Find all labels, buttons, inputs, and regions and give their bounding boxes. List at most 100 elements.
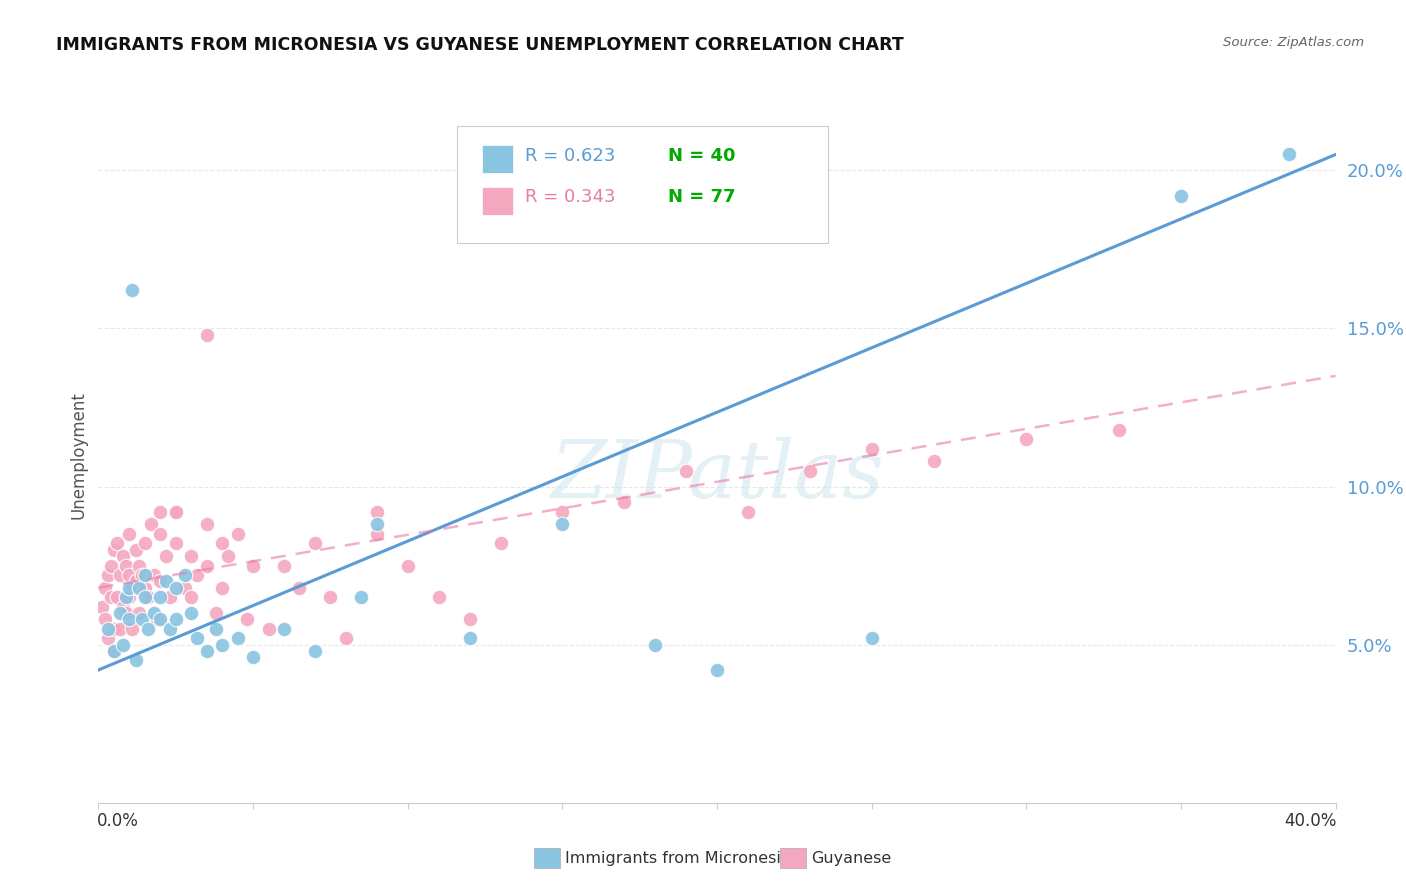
Point xyxy=(551,505,574,519)
Point xyxy=(489,536,512,550)
Point xyxy=(304,644,326,658)
Point xyxy=(211,638,233,652)
Text: 0.0%: 0.0% xyxy=(97,812,139,830)
Point xyxy=(103,644,125,658)
Point xyxy=(226,632,249,646)
Point xyxy=(350,591,373,605)
Text: 40.0%: 40.0% xyxy=(1285,812,1337,830)
Point xyxy=(366,505,388,519)
Point xyxy=(257,622,280,636)
Point xyxy=(236,612,259,626)
Point xyxy=(128,606,150,620)
Point xyxy=(195,558,218,573)
Point xyxy=(1170,188,1192,202)
Point xyxy=(118,581,141,595)
Point xyxy=(273,622,295,636)
Point xyxy=(136,591,159,605)
Point xyxy=(100,591,122,605)
Point xyxy=(273,558,295,573)
Point xyxy=(97,622,120,636)
Point xyxy=(149,612,172,626)
Point xyxy=(93,612,115,626)
Point xyxy=(165,505,187,519)
Point xyxy=(112,599,135,614)
Point xyxy=(105,591,128,605)
Point xyxy=(180,606,202,620)
Point xyxy=(860,632,883,646)
Point xyxy=(108,568,131,582)
Point xyxy=(335,632,357,646)
Point xyxy=(174,581,197,595)
Point xyxy=(124,542,146,557)
Text: Immigrants from Micronesia: Immigrants from Micronesia xyxy=(565,851,792,865)
Point xyxy=(242,650,264,665)
Point xyxy=(90,599,112,614)
Text: R = 0.623: R = 0.623 xyxy=(526,147,616,165)
Point xyxy=(427,591,450,605)
Point xyxy=(121,284,143,298)
Text: ZIPatlas: ZIPatlas xyxy=(550,437,884,515)
Point xyxy=(186,568,208,582)
Point xyxy=(186,632,208,646)
Point xyxy=(242,558,264,573)
Point xyxy=(675,464,697,478)
Point xyxy=(139,517,162,532)
Point xyxy=(97,568,120,582)
Text: IMMIGRANTS FROM MICRONESIA VS GUYANESE UNEMPLOYMENT CORRELATION CHART: IMMIGRANTS FROM MICRONESIA VS GUYANESE U… xyxy=(56,36,904,54)
Point xyxy=(115,591,138,605)
Point xyxy=(165,581,187,595)
Point xyxy=(195,327,218,342)
Point xyxy=(118,591,141,605)
Point xyxy=(93,581,115,595)
Point xyxy=(118,527,141,541)
Point xyxy=(458,632,481,646)
Point xyxy=(205,622,228,636)
Point xyxy=(180,549,202,563)
Point xyxy=(155,549,177,563)
Point xyxy=(165,612,187,626)
Point xyxy=(112,549,135,563)
Point xyxy=(211,581,233,595)
Point xyxy=(118,612,141,626)
Point xyxy=(118,568,141,582)
Point xyxy=(149,574,172,589)
Point xyxy=(211,536,233,550)
Point xyxy=(165,536,187,550)
Point xyxy=(226,527,249,541)
Point xyxy=(149,527,172,541)
Point xyxy=(108,622,131,636)
Point xyxy=(149,505,172,519)
Point xyxy=(799,464,821,478)
Point xyxy=(149,591,172,605)
Y-axis label: Unemployment: Unemployment xyxy=(69,391,87,519)
Point xyxy=(97,632,120,646)
Point xyxy=(103,542,125,557)
Point xyxy=(165,505,187,519)
Point xyxy=(134,568,156,582)
Bar xyxy=(482,187,513,215)
Point xyxy=(217,549,239,563)
Point xyxy=(143,606,166,620)
Point xyxy=(115,606,138,620)
Point xyxy=(922,454,945,468)
Point xyxy=(396,558,419,573)
Point xyxy=(115,558,138,573)
Point xyxy=(131,612,153,626)
Point xyxy=(860,442,883,456)
Text: N = 77: N = 77 xyxy=(668,188,735,206)
Point xyxy=(103,644,125,658)
Point xyxy=(319,591,342,605)
Point xyxy=(1108,423,1130,437)
Point xyxy=(195,517,218,532)
Point xyxy=(551,517,574,532)
Point xyxy=(155,574,177,589)
Point xyxy=(128,581,150,595)
Point xyxy=(103,622,125,636)
Point xyxy=(159,591,181,605)
Point xyxy=(112,638,135,652)
Point xyxy=(613,495,636,509)
Point xyxy=(124,653,146,667)
Text: Source: ZipAtlas.com: Source: ZipAtlas.com xyxy=(1223,36,1364,49)
Text: Guyanese: Guyanese xyxy=(811,851,891,865)
Point xyxy=(146,612,169,626)
